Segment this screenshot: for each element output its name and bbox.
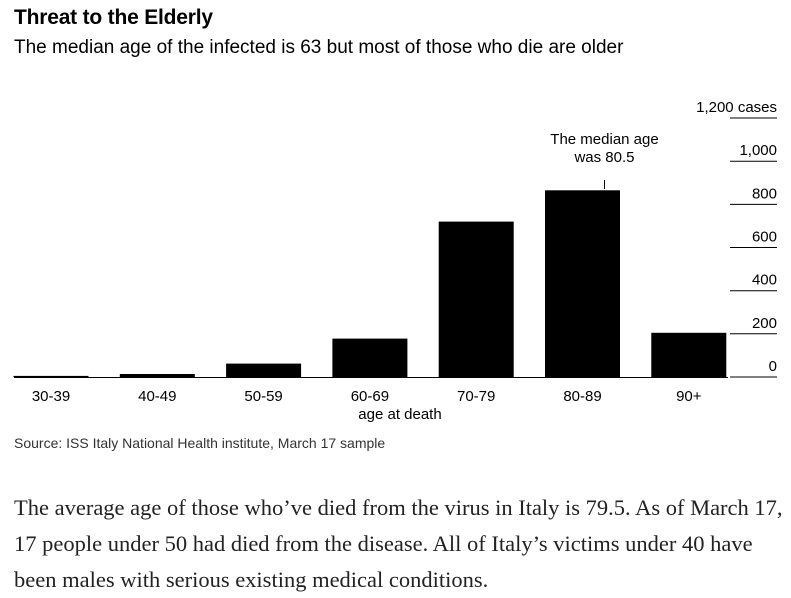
bar-90+ bbox=[651, 332, 727, 377]
x-tick-label-50-59: 50-59 bbox=[244, 388, 282, 405]
x-axis-label: age at death bbox=[358, 406, 441, 423]
x-tick-label-60-69: 60-69 bbox=[351, 388, 389, 405]
chart-title: Threat to the Elderly bbox=[14, 6, 213, 29]
y-tick-label-1200: 1,200 cases bbox=[696, 99, 777, 116]
bar-80-89 bbox=[545, 190, 620, 377]
y-tick-label-200: 200 bbox=[752, 315, 777, 332]
y-tick-label-0: 0 bbox=[769, 358, 777, 375]
bar-30-39 bbox=[13, 375, 89, 377]
article-paragraph: The average age of those who’ve died fro… bbox=[14, 495, 783, 592]
x-tick-label-80-89: 80-89 bbox=[563, 388, 601, 405]
annotation-line-2: was 80.5 bbox=[573, 149, 634, 166]
bar-50-59 bbox=[226, 363, 302, 377]
y-tick-label-600: 600 bbox=[752, 229, 777, 246]
x-tick-label-90+: 90+ bbox=[676, 388, 702, 405]
x-tick-label-70-79: 70-79 bbox=[457, 388, 495, 405]
x-tick-label-30-39: 30-39 bbox=[32, 388, 70, 405]
annotation-line-1: The median age bbox=[550, 131, 658, 148]
bar-40-49 bbox=[119, 374, 195, 377]
y-tick-label-1000: 1,000 bbox=[739, 142, 777, 159]
chart-subtitle: The median age of the infected is 63 but… bbox=[14, 37, 624, 58]
bar-60-69 bbox=[332, 338, 408, 377]
y-tick-label-400: 400 bbox=[752, 272, 777, 289]
x-tick-label-40-49: 40-49 bbox=[138, 388, 176, 405]
source-note: Source: ISS Italy National Health instit… bbox=[14, 435, 386, 451]
bar-70-79 bbox=[438, 221, 514, 377]
y-tick-label-800: 800 bbox=[752, 185, 777, 202]
bar-chart: 30-39 40-49 50-59 60-69 70-79 80-89 90+ age at … bbox=[13, 99, 777, 423]
